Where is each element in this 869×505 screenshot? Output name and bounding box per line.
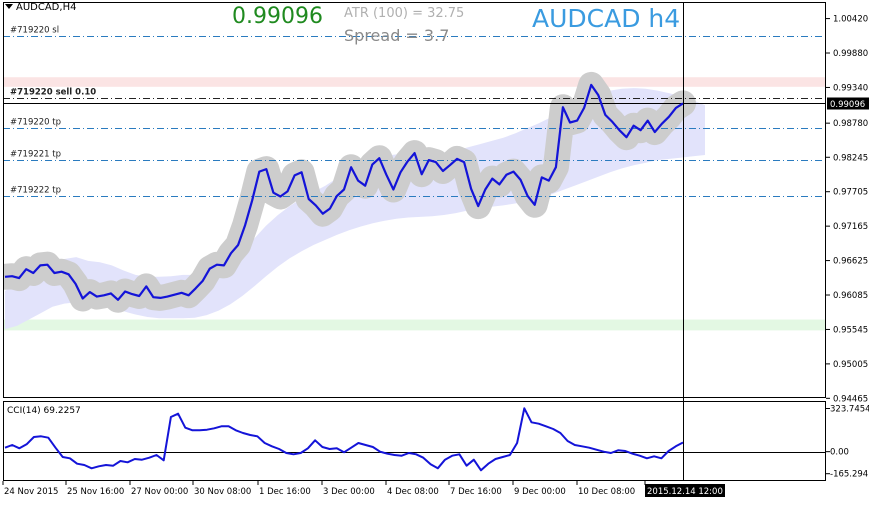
x-tick-label-4: 1 Dec 16:00: [259, 487, 311, 497]
y-tick-label-5: 0.97705: [833, 188, 868, 198]
y-tick-label-8: 0.96085: [833, 291, 868, 301]
current-price-tag: [827, 97, 869, 110]
cci-tick-label-1: 0.00: [830, 448, 849, 458]
y-tick-label-9: 0.95545: [833, 325, 868, 335]
y-tick-label-7: 0.96625: [833, 257, 868, 267]
y-tick-label-0: 1.00420: [833, 15, 868, 25]
x-tick-label-8: 9 Dec 00:00: [514, 487, 566, 497]
x-tick-label-6: 4 Dec 08:00: [387, 487, 439, 497]
chart-menu-icon[interactable]: [5, 4, 13, 9]
main-pane-frame: [3, 2, 826, 398]
chart-title-symbol: AUDCAD h4: [532, 4, 681, 33]
price-zone-0: [3, 77, 826, 87]
x-tick-label-2: 27 Nov 00:00: [131, 487, 188, 497]
cci-pane-frame: [3, 401, 826, 481]
cci-tick-label-2: -165.2941: [830, 470, 869, 480]
channel-band: [5, 88, 705, 330]
price-zone-1: [3, 319, 826, 331]
x-tick-label-7: 7 Dec 16:00: [450, 487, 502, 497]
y-tick-label-6: 0.97165: [833, 222, 868, 232]
order-level-label-2: #719220 tp: [10, 118, 61, 128]
y-tick-label-11: 0.94465: [833, 394, 868, 404]
spread-readout: Spread = 3.7: [344, 26, 450, 45]
cci-title: CCI(14) 69.2257: [7, 406, 81, 416]
x-tick-label-5: 3 Dec 00:00: [323, 487, 375, 497]
x-tick-label-0: 24 Nov 2015: [4, 487, 58, 497]
x-cursor-tag-label: 2015.12.14 12:00: [647, 487, 723, 497]
order-level-label-3: #719221 tp: [10, 150, 61, 160]
y-tick-label-10: 0.95005: [833, 360, 868, 370]
cci-series-line: [4, 407, 684, 472]
symbol-timeframe-label: AUDCAD,H4: [16, 2, 77, 13]
y-tick-label-2: 0.99340: [833, 83, 868, 93]
order-level-label-4: #719222 tp: [10, 186, 61, 196]
atr-readout: ATR (100) = 32.75: [344, 6, 465, 21]
x-tick-label-3: 30 Nov 08:00: [194, 487, 251, 497]
y-tick-label-4: 0.98245: [833, 153, 868, 163]
order-level-label-0: #719220 sl: [10, 26, 59, 36]
y-tick-label-3: 0.98780: [833, 119, 868, 129]
x-cursor-tag: [645, 484, 725, 497]
order-level-label-1: #719220 sell 0.10: [10, 88, 96, 98]
price-series-line: [4, 83, 684, 301]
cci-tick-label-0: 323.7454: [830, 405, 869, 415]
y-tick-label-1: 0.99880: [833, 49, 868, 59]
x-tick-label-9: 10 Dec 08:00: [578, 487, 635, 497]
current-price-tag-label: 0.99096: [830, 100, 865, 110]
bid-price-display: 0.99096: [232, 4, 323, 29]
x-tick-label-1: 25 Nov 16:00: [67, 487, 124, 497]
